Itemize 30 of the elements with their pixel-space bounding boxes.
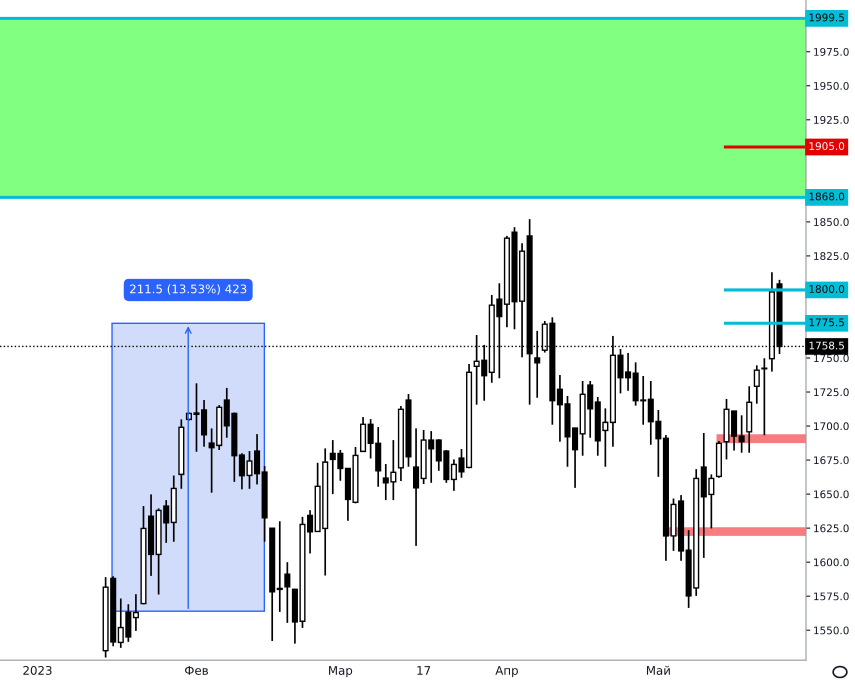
y-tick-label: 1650.0: [814, 490, 849, 498]
y-tick-label: 1975.0: [814, 48, 849, 56]
y-tick-label: 1825.0: [814, 252, 849, 260]
x-tick-label: Май: [646, 666, 670, 675]
ref-line-label: 1999.5: [810, 14, 844, 22]
x-tick-label: 17: [417, 666, 430, 675]
y-tick-label: 1950.0: [814, 82, 849, 90]
x-tick-label: Мар: [329, 666, 352, 678]
y-tick-label: 1675.0: [814, 456, 849, 464]
ref-line-label: 1775.5: [810, 318, 844, 326]
y-tick-label: 1575.0: [814, 592, 849, 600]
ref-line-label: 1905.0: [810, 142, 844, 150]
x-tick-label: 2023: [23, 666, 52, 675]
ref-line-label: 1868.0: [810, 192, 844, 200]
candlestick: [761, 357, 768, 436]
ref-line-label: 1800.0: [810, 285, 844, 293]
y-tick-label: 1700.0: [814, 422, 849, 430]
ref-line-label: 1758.5: [810, 342, 844, 350]
x-tick-label: Апр: [495, 666, 518, 678]
y-tick-label: 1925.0: [814, 116, 849, 124]
y-tick-label: 1625.0: [814, 524, 849, 532]
y-tick-label: 1850.0: [814, 218, 849, 226]
annotation: 211.5 (13.53%) 423: [130, 284, 246, 295]
candlestick: [284, 561, 290, 624]
x-tick-label: Фев: [184, 666, 208, 675]
y-tick-label: 1725.0: [814, 388, 849, 396]
y-tick-label: 1750.0: [814, 354, 849, 362]
candlestick: [754, 364, 760, 405]
y-tick-label: 1600.0: [814, 558, 849, 566]
y-tick-label: 1550.0: [814, 626, 849, 634]
